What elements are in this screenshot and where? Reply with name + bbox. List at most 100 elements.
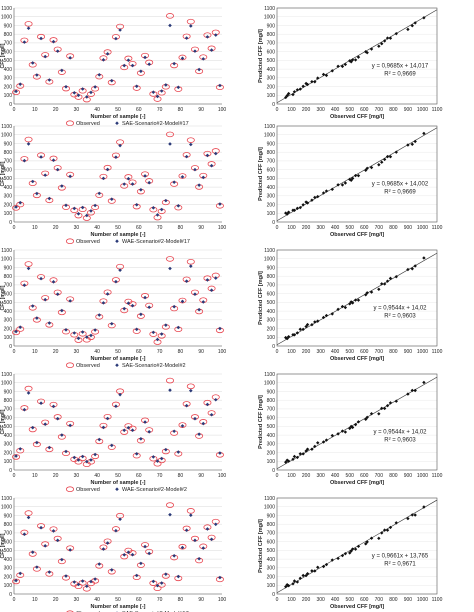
y-tick-label: 200	[4, 326, 13, 332]
y-tick-label: 1000	[1, 15, 12, 21]
predicted-point	[97, 313, 102, 317]
predicted-point	[118, 143, 122, 148]
y-axis-title: CFF [mg/l]	[0, 43, 6, 68]
data-point	[377, 536, 381, 541]
predicted-point	[126, 301, 131, 306]
predicted-point	[193, 167, 197, 172]
data-point	[377, 44, 381, 48]
x-axis-title: Observed CFF [mg/l]	[330, 604, 384, 610]
data-point	[292, 579, 297, 583]
x-tick-label: 1000	[417, 597, 428, 603]
y-tick-label: 500	[267, 548, 276, 554]
y-tick-label: 500	[4, 300, 13, 306]
y-tick-label: 0	[272, 220, 275, 226]
predicted-point	[51, 280, 56, 284]
predicted-point	[151, 455, 156, 459]
predicted-point	[147, 180, 151, 185]
y-tick-label: 800	[4, 274, 13, 280]
predicted-point	[205, 35, 210, 39]
x-tick-label: 70	[157, 225, 163, 231]
observed-point	[24, 21, 33, 27]
y-tick-label: 1100	[264, 248, 275, 254]
y-tick-label: 700	[4, 159, 13, 165]
predicted-point	[176, 85, 181, 90]
y-axis-title: CFF [mg/l]	[0, 285, 6, 310]
y-tick-label: 400	[4, 67, 13, 73]
y-tick-label: 600	[4, 291, 13, 297]
data-point	[313, 80, 317, 84]
y-tick-label: 300	[267, 194, 276, 200]
data-point	[324, 562, 329, 567]
predicted-point	[118, 517, 122, 522]
predicted-point	[218, 451, 222, 455]
y-tick-label: 1000	[264, 133, 275, 139]
predicted-point	[218, 202, 222, 206]
data-point	[295, 331, 300, 335]
predicted-point	[197, 307, 201, 312]
x-tick-label: 60	[136, 107, 142, 113]
predicted-point	[109, 197, 114, 202]
y-tick-label: 800	[267, 522, 276, 528]
x-tick-label: 50	[115, 597, 121, 603]
predicted-point	[189, 388, 193, 393]
y-tick-label: 500	[4, 176, 13, 182]
x-tick-label: 800	[389, 225, 398, 231]
parity-chart-3: 00 100 100 200 200 300 300 400 400 500 500 600 600 70…	[258, 248, 443, 362]
predicted-point	[64, 574, 68, 578]
data-point	[301, 203, 305, 207]
x-tick-label: 600	[360, 349, 369, 355]
predicted-point	[35, 316, 39, 320]
x-tick-label: 30	[74, 597, 80, 603]
predicted-point	[105, 292, 110, 296]
predicted-point	[30, 61, 35, 65]
predicted-point	[80, 579, 85, 583]
predicted-point	[118, 392, 122, 397]
y-tick-label: 300	[267, 566, 276, 572]
x-tick-label: 400	[331, 597, 340, 603]
observed-point	[165, 502, 174, 508]
y-tick-label: 600	[4, 539, 13, 545]
data-point	[388, 276, 393, 281]
x-tick-label: 30	[74, 107, 80, 113]
observed-point	[24, 136, 33, 143]
data-point	[422, 16, 426, 20]
predicted-point	[101, 176, 106, 181]
x-tick-label: 60	[136, 597, 142, 603]
data-point	[316, 441, 320, 445]
x-tick-label: 400	[331, 473, 340, 479]
predicted-point	[180, 424, 185, 428]
data-point	[385, 36, 390, 40]
predicted-point	[218, 326, 222, 331]
data-point	[295, 580, 300, 584]
data-point	[406, 27, 410, 32]
data-point	[330, 312, 334, 316]
data-point	[365, 166, 369, 171]
predicted-point	[180, 56, 185, 61]
predicted-point	[134, 573, 139, 578]
y-tick-label: 900	[4, 141, 13, 147]
predicted-point	[172, 180, 176, 185]
predicted-point	[209, 163, 214, 168]
data-point	[313, 444, 317, 449]
predicted-point	[80, 454, 85, 459]
x-tick-label: 800	[389, 597, 398, 603]
observed-point	[186, 258, 195, 265]
predicted-point	[180, 545, 185, 550]
y-tick-label: 500	[267, 176, 276, 182]
y-tick-label: 200	[4, 574, 13, 580]
y-tick-label: 1000	[1, 505, 12, 511]
predicted-point	[72, 331, 77, 335]
legend-observed-marker	[66, 120, 75, 126]
predicted-point	[189, 264, 193, 268]
parity-chart-5: 00 100 100 200 200 300 300 400 400 500 500 600 600 70…	[258, 496, 443, 610]
x-axis-title: Number of sample [-]	[90, 114, 145, 120]
predicted-point	[76, 582, 81, 587]
x-tick-label: 30	[74, 349, 80, 355]
observed-point	[165, 377, 174, 384]
data-point	[291, 92, 295, 97]
data-point	[365, 291, 369, 295]
data-point	[313, 195, 317, 200]
data-point	[388, 525, 393, 530]
plot-frame	[276, 125, 438, 223]
predicted-point	[134, 203, 139, 207]
